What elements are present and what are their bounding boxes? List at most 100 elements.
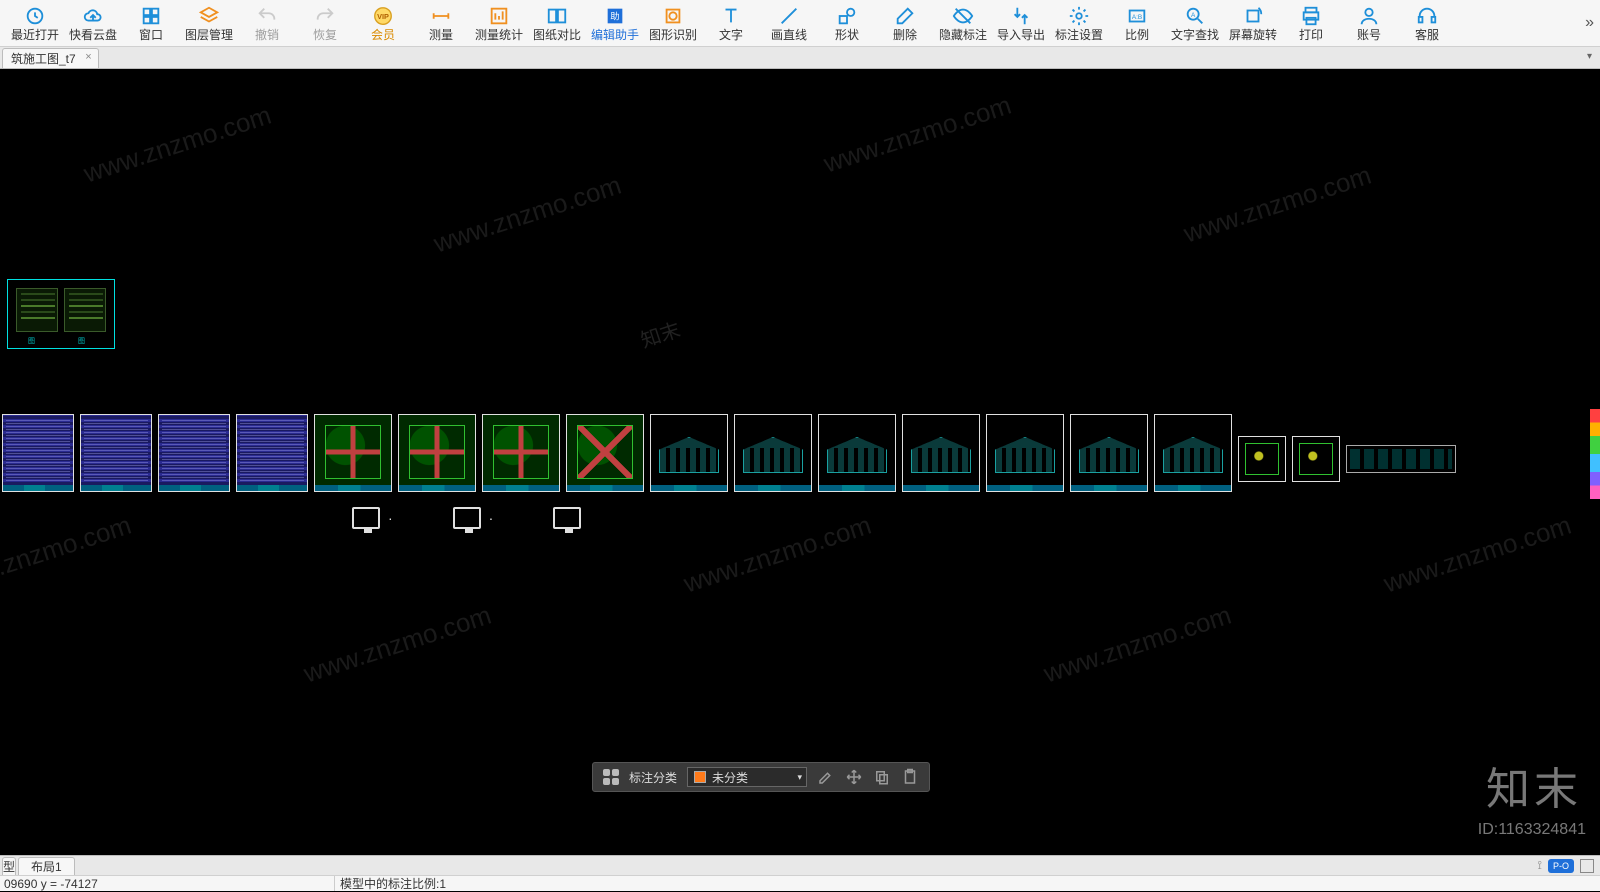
drawing-sheet[interactable] [818, 414, 896, 492]
dot-icon: · [489, 510, 494, 526]
edit-assist-icon: 助 [604, 5, 626, 27]
layout-tab-model[interactable]: 型 [2, 857, 16, 875]
drawing-sheet[interactable] [482, 414, 560, 492]
close-icon[interactable]: × [85, 51, 91, 63]
compare-button[interactable]: 图纸对比 [528, 0, 586, 47]
support-icon [1416, 5, 1438, 27]
find-text-icon: A [1184, 5, 1206, 27]
redo-button[interactable]: 恢复 [296, 0, 354, 47]
erase-icon [894, 5, 916, 27]
vip-button[interactable]: VIP 会员 [354, 0, 412, 47]
drawing-sheet[interactable] [2, 414, 74, 492]
measure-button[interactable]: 测量 [412, 0, 470, 47]
toolbar-label: 删除 [893, 29, 917, 41]
layers-icon [198, 5, 220, 27]
drawing-sheet[interactable] [1238, 436, 1286, 482]
tab-dropdown-icon[interactable]: ▾ [1587, 51, 1592, 62]
shape-detect-icon [662, 5, 684, 27]
line-button[interactable]: 画直线 [760, 0, 818, 47]
drawing-sheet[interactable] [1346, 445, 1456, 473]
shape-detect-button[interactable]: 图形识别 [644, 0, 702, 47]
annotation-category-select[interactable]: 未分类 ▾ [687, 767, 807, 787]
layout-tab-label: 型 [3, 858, 15, 875]
line-icon [778, 5, 800, 27]
drawing-canvas[interactable]: 图 图 · · www.znzmo.com www.znzmo.com www.… [0, 69, 1600, 855]
watermark-text: www.znzmo.com [430, 170, 625, 260]
windows-button[interactable]: 窗口 [122, 0, 180, 47]
drawing-sheet[interactable] [1292, 436, 1340, 482]
svg-text:A:B: A:B [1132, 14, 1142, 21]
drawing-sheet[interactable] [398, 414, 476, 492]
toolbar-label: 文字查找 [1171, 29, 1219, 41]
text-button[interactable]: 文字 [702, 0, 760, 47]
toolbar-label: 会员 [371, 29, 395, 41]
document-tab[interactable]: 筑施工图_t7 × [2, 48, 99, 68]
import-export-button[interactable]: 导入导出 [992, 0, 1050, 47]
toolbar-label: 标注设置 [1055, 29, 1103, 41]
account-button[interactable]: 账号 [1340, 0, 1398, 47]
vip-icon: VIP [372, 5, 394, 27]
find-text-button[interactable]: A 文字查找 [1166, 0, 1224, 47]
clock-icon [24, 5, 46, 27]
compare-icon [546, 5, 568, 27]
monitor-icon [352, 507, 380, 529]
drawing-sheet[interactable] [902, 414, 980, 492]
anno-settings-icon [1068, 5, 1090, 27]
drawing-sheet[interactable] [566, 414, 644, 492]
brand-watermark: 知末 [1486, 753, 1582, 817]
layout-window-icon[interactable] [1580, 859, 1594, 873]
drawing-sheet[interactable] [986, 414, 1064, 492]
copy-icon[interactable] [873, 768, 891, 786]
drawing-sheet[interactable] [314, 414, 392, 492]
watermark-text: www.znzmo.com [1380, 510, 1575, 600]
drawing-sheet[interactable] [80, 414, 152, 492]
main-toolbar: 最近打开快看云盘窗口图层管理撤销恢复 VIP 会员 测量测量统计图纸对比助编辑助手图形… [0, 0, 1600, 47]
layers-button[interactable]: 图层管理 [180, 0, 238, 47]
layout-tab-1[interactable]: 布局1 [18, 857, 75, 875]
print-button[interactable]: 打印 [1282, 0, 1340, 47]
drawing-sheet[interactable] [734, 414, 812, 492]
drawing-sheet[interactable] [650, 414, 728, 492]
measure-stats-icon [488, 5, 510, 27]
paste-icon[interactable] [901, 768, 919, 786]
cloud-button[interactable]: 快看云盘 [64, 0, 122, 47]
rotate-button[interactable]: 屏幕旋转 [1224, 0, 1282, 47]
toolbar-label: 账号 [1357, 29, 1381, 41]
erase-button[interactable]: 删除 [876, 0, 934, 47]
clock-button[interactable]: 最近打开 [6, 0, 64, 47]
watermark-text: www.znzmo.com [0, 510, 135, 600]
support-button[interactable]: 客服 [1398, 0, 1456, 47]
layout-po-badge[interactable]: P-O [1548, 859, 1574, 873]
shapes-button[interactable]: 形状 [818, 0, 876, 47]
image-id-label: ID:1163324841 [1478, 821, 1586, 839]
watermark-text: www.znzmo.com [680, 510, 875, 600]
toolbar-label: 打印 [1299, 29, 1323, 41]
drawing-sheet[interactable] [1070, 414, 1148, 492]
edit-assist-button[interactable]: 助编辑助手 [586, 0, 644, 47]
annotation-category-value: 未分类 [712, 769, 748, 786]
shapes-icon [836, 5, 858, 27]
drawing-sheet[interactable] [1154, 414, 1232, 492]
document-tab-title: 筑施工图_t7 [11, 50, 76, 67]
status-scale: 模型中的标注比例:1 [340, 875, 446, 892]
color-edge-bar [1590, 409, 1600, 499]
layout-misc-icon[interactable]: ⟟ [1538, 858, 1542, 873]
toolbar-label: 比例 [1125, 29, 1149, 41]
toolbar-more-button[interactable]: » [1585, 14, 1594, 32]
title-strip [1155, 485, 1231, 491]
grid-icon[interactable] [603, 769, 619, 785]
measure-stats-button[interactable]: 测量统计 [470, 0, 528, 47]
drawing-sheet[interactable] [158, 414, 230, 492]
edit-icon[interactable] [817, 768, 835, 786]
preview-caption: 图 [28, 336, 35, 346]
hide-anno-button[interactable]: 隐藏标注 [934, 0, 992, 47]
move-icon[interactable] [845, 768, 863, 786]
title-strip [483, 485, 559, 491]
title-strip [651, 485, 727, 491]
preview-caption: 图 [78, 336, 85, 346]
drawing-sheet[interactable] [236, 414, 308, 492]
anno-settings-button[interactable]: 标注设置 [1050, 0, 1108, 47]
ratio-button[interactable]: A:B 比例 [1108, 0, 1166, 47]
undo-button[interactable]: 撤销 [238, 0, 296, 47]
selection-preview[interactable]: 图 图 [7, 279, 115, 349]
